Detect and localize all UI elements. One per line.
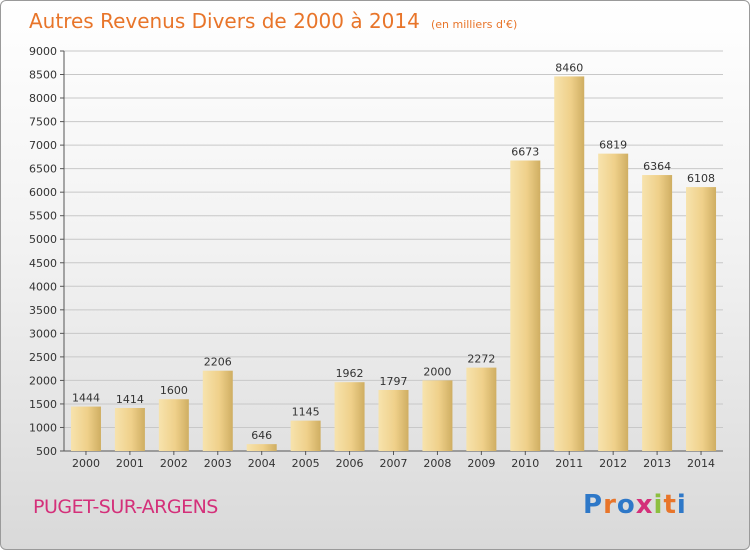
- data-label-2000: 1444: [72, 392, 100, 405]
- y-tick-label: 5000: [29, 233, 57, 246]
- bar-2001: [115, 408, 145, 451]
- y-tick-label: 2000: [29, 374, 57, 387]
- y-tick-label: 4500: [29, 257, 57, 270]
- bar-2000: [71, 407, 101, 451]
- x-tick-label-2009: 2009: [467, 457, 495, 470]
- y-tick-label: 6000: [29, 186, 57, 199]
- x-tick-label-2008: 2008: [423, 457, 451, 470]
- y-tick-label: 1000: [29, 421, 57, 434]
- x-tick-label-2013: 2013: [643, 457, 671, 470]
- x-tick-label-2014: 2014: [687, 457, 715, 470]
- x-tick-label-2006: 2006: [336, 457, 364, 470]
- y-tick-label: 8500: [29, 69, 57, 82]
- data-label-2012: 6819: [599, 139, 627, 152]
- data-label-2014: 6108: [687, 172, 715, 185]
- bar-2010: [510, 161, 540, 451]
- y-tick-labels: 500 1000 1500 2000 2500 3000 3500 4000 4500 5000 5…: [29, 45, 57, 458]
- x-tick-label-2002: 2002: [160, 457, 188, 470]
- y-tick-label: 3000: [29, 327, 57, 340]
- data-label-2010: 6673: [511, 146, 539, 159]
- y-tick-label: 9000: [29, 45, 57, 58]
- logo-letter: i: [677, 490, 687, 520]
- data-label-2003: 2206: [204, 356, 232, 369]
- data-label-2002: 1600: [160, 384, 188, 397]
- y-tick-label: 7500: [29, 116, 57, 129]
- logo-letter: x: [636, 490, 654, 520]
- bar-2003: [203, 371, 233, 451]
- data-label-2006: 1962: [336, 367, 364, 380]
- data-label-2001: 1414: [116, 393, 144, 406]
- x-tick-label-2001: 2001: [116, 457, 144, 470]
- y-tick-label: 500: [36, 445, 57, 458]
- y-tick-label: 2500: [29, 351, 57, 364]
- bar-2006: [335, 382, 365, 451]
- data-label-2008: 2000: [423, 365, 451, 378]
- data-label-2013: 6364: [643, 160, 671, 173]
- bar-2011: [554, 76, 584, 451]
- y-tick-label: 5500: [29, 210, 57, 223]
- bar-2004: [247, 444, 277, 451]
- proxiti-logo: Proxiti: [583, 490, 687, 520]
- logo-letter: i: [654, 490, 664, 520]
- x-tick-label-2005: 2005: [292, 457, 320, 470]
- bar-2013: [642, 175, 672, 451]
- logo-letter: r: [603, 490, 617, 520]
- logo-letter: o: [617, 490, 636, 520]
- x-tick-label-2000: 2000: [72, 457, 100, 470]
- y-tick-label: 6500: [29, 163, 57, 176]
- data-label-2005: 1145: [292, 406, 320, 419]
- x-tick-label-2004: 2004: [248, 457, 276, 470]
- y-tick-label: 3500: [29, 304, 57, 317]
- bar-2002: [159, 399, 189, 451]
- bar-2007: [379, 390, 409, 451]
- logo-letter: t: [663, 490, 676, 520]
- y-tick-label: 8000: [29, 92, 57, 105]
- x-tick-labels: 2000 2001 2002 2003 2004 2005 2006 2007 2008 2009…: [72, 457, 715, 470]
- x-tick-label-2011: 2011: [555, 457, 583, 470]
- bar-2014: [686, 187, 716, 451]
- commune-name: PUGET-SUR-ARGENS: [33, 496, 218, 518]
- bar-2005: [291, 421, 321, 451]
- data-label-2004: 646: [251, 429, 272, 442]
- y-tick-label: 7000: [29, 139, 57, 152]
- y-tick-label: 1500: [29, 398, 57, 411]
- x-tick-label-2007: 2007: [380, 457, 408, 470]
- data-label-2007: 1797: [380, 375, 408, 388]
- bar-2012: [598, 154, 628, 451]
- x-tick-label-2010: 2010: [511, 457, 539, 470]
- data-label-2009: 2272: [467, 353, 495, 366]
- data-label-2011: 8460: [555, 61, 583, 74]
- bar-2008: [422, 380, 452, 451]
- bar-2009: [466, 368, 496, 451]
- x-tick-label-2003: 2003: [204, 457, 232, 470]
- x-tick-label-2012: 2012: [599, 457, 627, 470]
- y-tick-label: 4000: [29, 280, 57, 293]
- logo-letter: P: [583, 490, 603, 520]
